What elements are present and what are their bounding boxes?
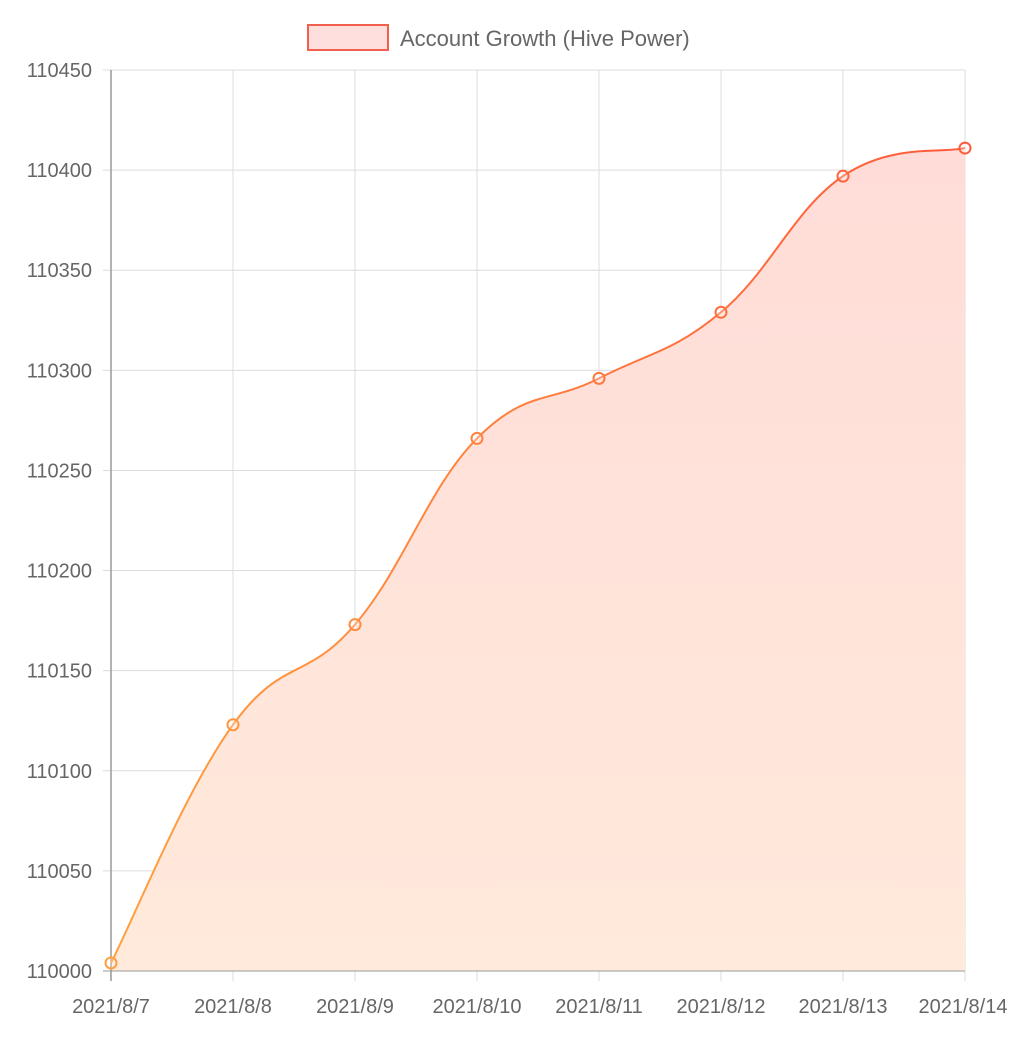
data-point[interactable] <box>226 718 240 732</box>
y-tick-label: 110100 <box>27 761 92 783</box>
legend-label[interactable]: Account Growth (Hive Power) <box>400 26 690 51</box>
y-tick-label: 110450 <box>27 60 92 82</box>
x-tick-label: 2021/8/11 <box>555 996 643 1018</box>
data-points <box>104 141 972 970</box>
y-tick-label: 110400 <box>27 160 92 182</box>
x-tick-label: 2021/8/13 <box>799 996 888 1018</box>
legend-swatch[interactable] <box>307 24 389 51</box>
data-point[interactable] <box>470 431 484 445</box>
legend[interactable]: Account Growth (Hive Power) <box>307 24 690 51</box>
y-tick-label: 110300 <box>27 360 92 382</box>
x-tick-label: 2021/8/7 <box>72 996 150 1018</box>
axes: 110000 110050 110100 110150 110200 110250 1103… <box>27 60 1008 1018</box>
data-point[interactable] <box>348 618 362 632</box>
series-path <box>110 147 966 964</box>
y-tick-label: 110250 <box>27 460 92 482</box>
series-line <box>110 147 966 964</box>
x-tick-label: 2021/8/8 <box>194 996 272 1018</box>
x-tick-label: 2021/8/12 <box>677 996 766 1018</box>
series-area <box>111 148 965 971</box>
area-fill <box>111 148 965 971</box>
y-tick-label: 110050 <box>27 861 92 883</box>
y-tick-label: 110200 <box>27 561 92 583</box>
y-tick-label: 110150 <box>27 661 92 683</box>
data-point[interactable] <box>104 956 118 970</box>
x-tick-label: 2021/8/14 <box>919 996 1008 1018</box>
data-point[interactable] <box>714 305 728 319</box>
x-tick-label: 2021/8/10 <box>433 996 522 1018</box>
y-tick-label: 110000 <box>27 961 92 983</box>
data-point[interactable] <box>836 169 850 183</box>
data-point[interactable] <box>592 371 606 385</box>
y-tick-label: 110350 <box>27 260 92 282</box>
data-point[interactable] <box>958 141 972 155</box>
x-tick-label: 2021/8/9 <box>316 996 394 1018</box>
